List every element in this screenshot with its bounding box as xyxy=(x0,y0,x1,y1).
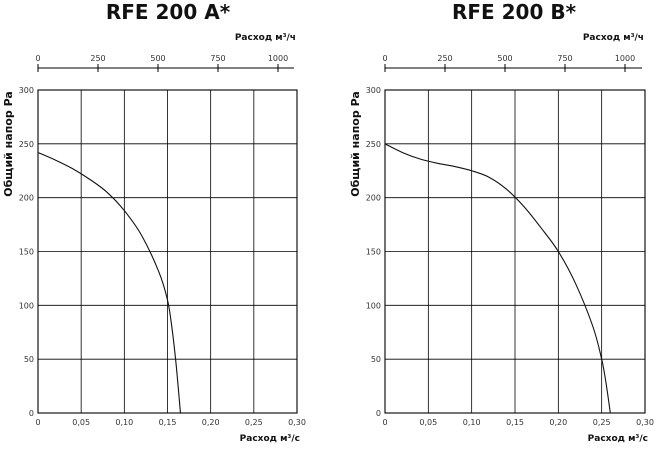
y-tick-label: 250 xyxy=(366,140,381,149)
x-tick-label: 0,05 xyxy=(419,418,437,427)
top-axis-tick-label: 1000 xyxy=(268,54,288,63)
x-tick-label: 0,15 xyxy=(506,418,524,427)
y-axis-title: Общий напор Pa xyxy=(349,91,362,197)
top-axis-tick-label: 250 xyxy=(437,54,452,63)
x-tick-label: 0,30 xyxy=(288,418,306,427)
top-axis-title: Расход м³/ч xyxy=(583,33,644,43)
top-axis-tick-label: 500 xyxy=(150,54,165,63)
top-axis-tick-label: 750 xyxy=(210,54,225,63)
x-tick-label: 0,25 xyxy=(245,418,263,427)
x-tick-label: 0 xyxy=(35,418,40,427)
plot-frame xyxy=(37,89,298,414)
chart-rfe-200-a: RFE 200 A* Расход м³/ч Расход м³/с Общий… xyxy=(2,0,306,444)
x-axis-title: Расход м³/с xyxy=(240,434,300,444)
chart-title: RFE 200 A* xyxy=(106,0,231,24)
chart-rfe-200-b: RFE 200 B* Расход м³/ч Расход м³/с Общий… xyxy=(349,0,654,444)
performance-curve xyxy=(384,143,611,414)
y-tick-label: 200 xyxy=(366,194,381,203)
y-tick-label: 0 xyxy=(29,409,34,418)
x-axis-title: Расход м³/с xyxy=(588,434,648,444)
y-tick-label: 50 xyxy=(24,355,34,364)
x-tick-label: 0,30 xyxy=(636,418,654,427)
top-axis-tick-label: 750 xyxy=(557,54,572,63)
y-tick-label: 150 xyxy=(19,248,34,257)
top-axis-tick-label: 1000 xyxy=(615,54,635,63)
y-tick-label: 200 xyxy=(19,194,34,203)
x-tick-label: 0,15 xyxy=(159,418,177,427)
x-tick-label: 0,20 xyxy=(202,418,220,427)
x-tick-label: 0,10 xyxy=(463,418,481,427)
y-axis-title: Общий напор Pa xyxy=(2,91,15,197)
y-tick-label: 0 xyxy=(376,409,381,418)
y-tick-label: 250 xyxy=(19,140,34,149)
x-tick-label: 0,05 xyxy=(72,418,90,427)
y-tick-label: 300 xyxy=(19,86,34,95)
x-tick-label: 0,20 xyxy=(549,418,567,427)
x-tick-label: 0,10 xyxy=(115,418,133,427)
y-tick-label: 100 xyxy=(366,301,381,310)
plot-frame xyxy=(384,89,646,414)
top-axis-tick-label: 250 xyxy=(90,54,105,63)
top-axis-title: Расход м³/ч xyxy=(235,33,296,43)
y-tick-label: 150 xyxy=(366,248,381,257)
chart-title: RFE 200 B* xyxy=(452,0,577,24)
top-axis-tick-label: 0 xyxy=(382,54,387,63)
top-axis-tick-label: 500 xyxy=(497,54,512,63)
y-tick-label: 50 xyxy=(371,355,381,364)
performance-curve xyxy=(37,151,181,414)
top-axis-tick-label: 0 xyxy=(35,54,40,63)
x-tick-label: 0 xyxy=(382,418,387,427)
x-tick-label: 0,25 xyxy=(593,418,611,427)
y-tick-label: 300 xyxy=(366,86,381,95)
y-tick-label: 100 xyxy=(19,301,34,310)
